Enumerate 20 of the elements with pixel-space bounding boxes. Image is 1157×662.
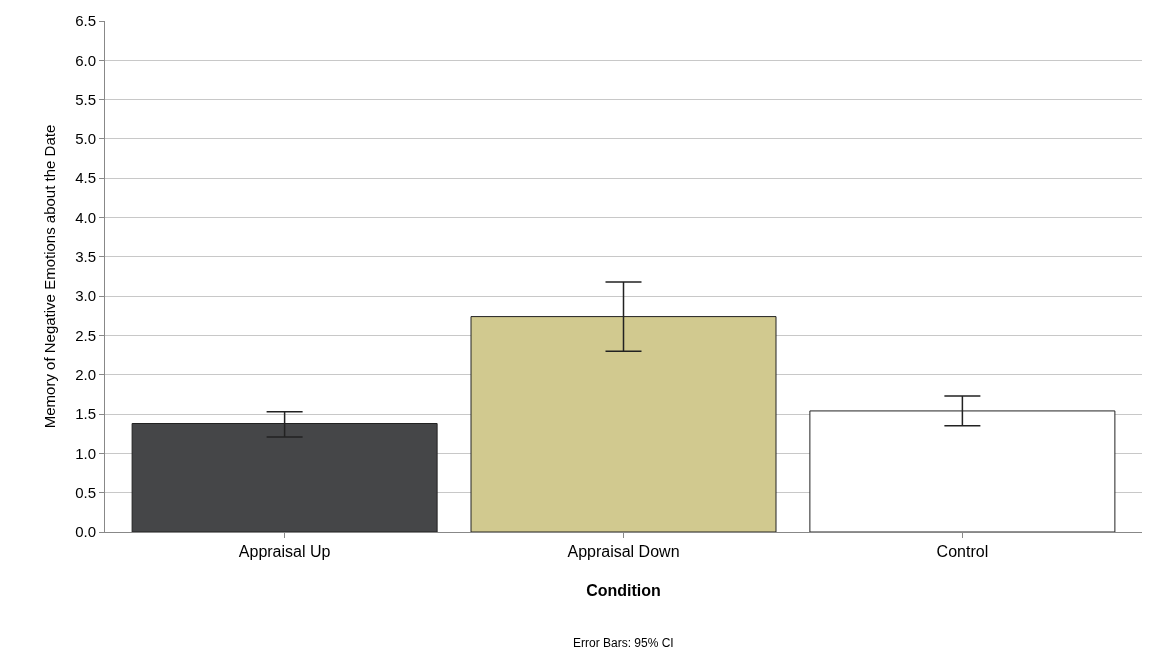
y-tick-label: 4.5 bbox=[75, 169, 96, 187]
y-tick-label: 2.5 bbox=[75, 326, 96, 344]
y-tick-label: 5.0 bbox=[75, 130, 96, 148]
x-tick-label: Appraisal Down bbox=[567, 543, 680, 561]
y-tick-label: 6.5 bbox=[75, 12, 96, 30]
y-tick-label: 4.0 bbox=[75, 208, 96, 226]
y-tick-label: 0.5 bbox=[75, 483, 96, 501]
y-tick-label: 1.0 bbox=[75, 444, 96, 462]
y-tick-label: 6.0 bbox=[75, 51, 96, 69]
text: Error Bars: 95% CI bbox=[573, 636, 674, 650]
y-tick-label: 1.5 bbox=[75, 405, 96, 423]
y-tick-label: 0.0 bbox=[75, 523, 96, 541]
y-tick-label: 5.5 bbox=[75, 90, 96, 108]
x-tick-label: Appraisal Up bbox=[238, 543, 331, 561]
y-tick-label: 2.0 bbox=[75, 366, 96, 384]
x-axis-title: Condition bbox=[586, 581, 661, 599]
y-tick-label: 3.0 bbox=[75, 287, 96, 305]
y-axis-title: Memory of Negative Emotions about the Date bbox=[41, 124, 59, 429]
x-tick-label: Control bbox=[936, 543, 989, 561]
y-tick-label: 3.5 bbox=[75, 248, 96, 266]
